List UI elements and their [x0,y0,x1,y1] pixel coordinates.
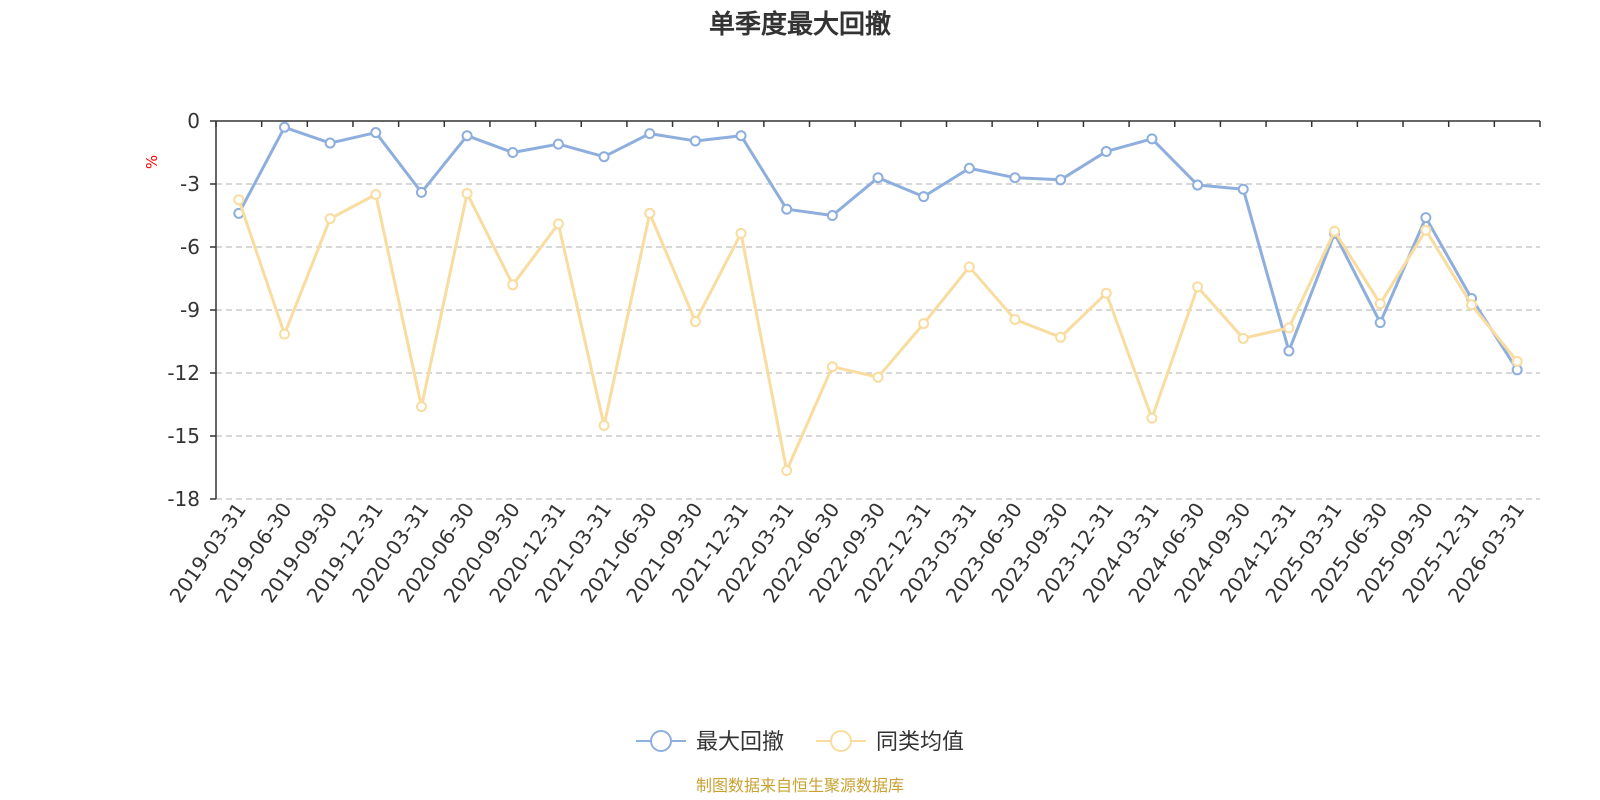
legend-label: 最大回撤 [696,730,784,755]
y-tick-label: -6 [180,235,200,259]
series-2-point[interactable] [1055,331,1067,343]
series-1-point[interactable] [1374,317,1386,329]
y-tick-label: -12 [167,361,200,385]
series-2-point[interactable] [689,316,701,328]
series-1-point[interactable] [1420,212,1432,224]
series-2-point[interactable] [781,465,793,477]
legend-circle-icon [650,730,672,752]
y-tick-labels: 0 -3 -6 -9 -12 -15 -18 [167,109,200,511]
legend-label: 同类均值 [876,730,964,755]
axes [210,120,1541,500]
series-2-point[interactable] [1329,225,1341,237]
series-1-point[interactable] [1283,345,1295,357]
series-1-point[interactable] [735,130,747,142]
series-1-point[interactable] [1055,174,1067,186]
series-2-point[interactable] [1100,287,1112,299]
series-2-point[interactable] [1420,224,1432,236]
series-1-point[interactable] [781,203,793,215]
series-2-point[interactable] [1466,299,1478,311]
series-1-point[interactable] [1146,133,1158,145]
series-1-point[interactable] [644,128,656,140]
legend-item-1[interactable]: 最大回撤 [636,730,784,755]
series-lines [233,121,1523,477]
series-2-point[interactable] [233,194,245,206]
series-2-point[interactable] [735,227,747,239]
chart-title: 单季度最大回撤 [709,9,891,40]
series-2-point[interactable] [370,189,382,200]
series-1-point[interactable] [689,135,701,147]
x-tick-labels: 2019-03-312019-06-302019-09-302019-12-31… [165,498,1530,607]
series-1-point[interactable] [324,137,336,149]
series-1-point[interactable] [598,151,610,163]
gridlines [216,183,1540,500]
series-1-point[interactable] [1192,179,1204,191]
series-1-point[interactable] [370,127,382,139]
series-line-2 [237,191,1519,473]
source-note: 制图数据来自恒生聚源数据库 [696,776,904,795]
y-axis-unit-label: % [143,155,161,169]
series-2-point[interactable] [872,371,884,383]
legend-circle-icon [830,730,852,752]
series-2-point[interactable] [644,207,656,219]
legend[interactable]: 最大回撤 同类均值 [636,730,964,755]
series-1-point[interactable] [552,138,564,150]
series-1-point[interactable] [1009,172,1021,184]
series-1-point[interactable] [826,210,838,221]
series-2-point[interactable] [598,420,610,431]
series-2-point[interactable] [415,401,427,413]
series-2-point[interactable] [552,218,564,230]
series-1-point[interactable] [918,191,930,203]
series-2-point[interactable] [1283,322,1295,334]
y-tick-label: 0 [187,109,200,133]
series-1-point[interactable] [1100,145,1112,157]
y-tick-label: -15 [167,424,200,448]
legend-item-2[interactable]: 同类均值 [816,730,964,755]
series-1-point[interactable] [278,121,290,133]
series-1-point[interactable] [872,172,884,184]
series-2-point[interactable] [278,328,290,340]
series-2-point[interactable] [1009,313,1021,325]
series-2-point[interactable] [826,361,838,373]
series-2-point[interactable] [324,213,336,225]
series-2-point[interactable] [1192,281,1204,293]
y-tick-label: -18 [167,487,200,511]
series-1-point[interactable] [507,147,519,158]
series-2-point[interactable] [1374,298,1386,310]
series-1-point[interactable] [461,130,473,142]
series-1-point[interactable] [415,186,427,198]
series-2-point[interactable] [1146,412,1158,424]
series-2-point[interactable] [963,261,975,273]
series-1-point[interactable] [963,162,975,174]
series-2-point[interactable] [507,279,519,291]
series-2-point[interactable] [1511,355,1523,367]
y-tick-label: -9 [180,298,200,322]
series-2-point[interactable] [461,187,473,199]
series-2-point[interactable] [1237,332,1249,344]
series-1-point[interactable] [1237,183,1249,195]
y-tick-label: -3 [180,172,200,196]
series-2-point[interactable] [918,318,930,330]
